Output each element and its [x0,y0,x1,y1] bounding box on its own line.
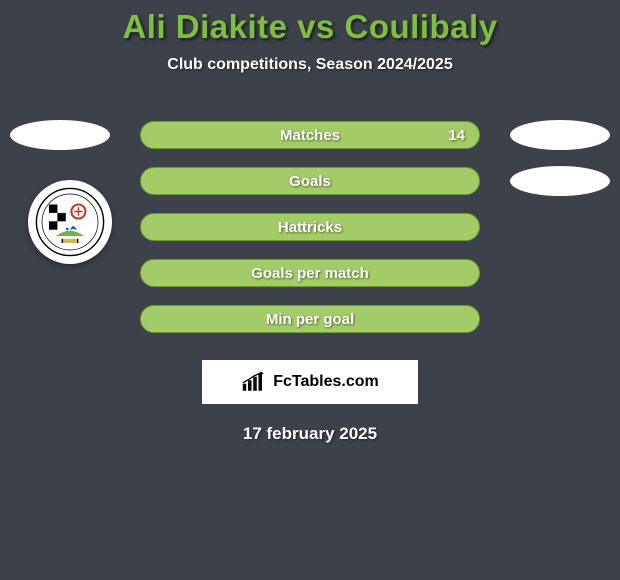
player-right-placeholder [510,166,610,196]
stat-label: Min per goal [266,311,354,328]
stat-pill-mpg: Min per goal [140,305,480,333]
bar-chart-icon [241,371,269,393]
page-title: Ali Diakite vs Coulibaly [0,0,620,46]
player-right-placeholder [510,120,610,150]
stat-pill-goals: Goals [140,167,480,195]
brand-text: FcTables.com [273,373,379,391]
subtitle: Club competitions, Season 2024/2025 [0,56,620,74]
stat-pill-matches: Matches 14 [140,121,480,149]
club-badge [28,180,112,264]
stat-pill-hattricks: Hattricks [140,213,480,241]
stat-label: Goals per match [251,265,369,282]
club-crest-icon [35,187,105,257]
stat-label: Hattricks [278,219,342,236]
player-left-placeholder [10,120,110,150]
stat-row-matches: Matches 14 [0,112,620,158]
stat-pill-gpm: Goals per match [140,259,480,287]
stat-label: Goals [289,173,331,190]
brand-box: FcTables.com [202,360,418,404]
stat-value-right: 14 [448,127,465,144]
stat-row-mpg: Min per goal [0,296,620,342]
generated-date: 17 february 2025 [0,424,620,444]
stat-label: Matches [280,127,340,144]
